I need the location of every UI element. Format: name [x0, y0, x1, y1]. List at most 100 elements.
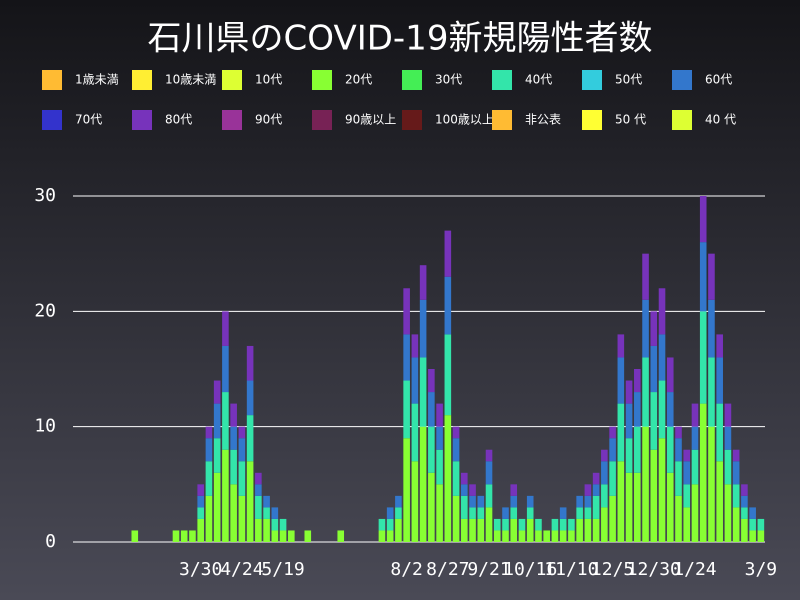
bar-segment: [271, 518, 279, 531]
bar-segment: [666, 426, 674, 473]
bar-segment: [518, 530, 526, 542]
bar-segment: [559, 518, 567, 531]
bar-segment: [592, 484, 600, 496]
bar-segment: [642, 299, 649, 358]
bar-segment: [452, 461, 460, 496]
bar-segment: [683, 449, 691, 462]
x-tick-label: 5/19: [261, 559, 304, 580]
bar-segment: [222, 345, 229, 393]
bar-segment: [452, 426, 460, 439]
bar-segment: [255, 518, 262, 542]
x-tick-label: 3/30: [179, 559, 222, 580]
bar-segment: [461, 518, 468, 542]
legend-label: 80代: [165, 113, 192, 127]
bar-segment: [699, 242, 707, 312]
bar-segment: [576, 507, 583, 519]
bar-segment: [551, 518, 559, 531]
bar-segment: [230, 403, 237, 427]
legend-swatch: [132, 110, 152, 130]
x-tick-label: 12/5: [591, 559, 634, 580]
bar-segment: [724, 403, 732, 427]
bar-segment: [691, 449, 699, 485]
bar-segment: [510, 507, 518, 519]
bar-segment: [642, 426, 649, 542]
bar-segment: [716, 403, 723, 462]
bar-segment: [666, 472, 674, 542]
y-tick-label: 30: [34, 185, 56, 206]
bar-segment: [576, 518, 583, 542]
bar-segment: [708, 299, 715, 358]
bar-segment: [197, 495, 204, 508]
legend-swatch: [672, 70, 692, 90]
legend-swatch: [312, 70, 332, 90]
bar-segment: [749, 507, 756, 519]
legend-swatch: [402, 110, 422, 130]
bar-segment: [419, 265, 427, 300]
bar-segment: [395, 507, 402, 519]
bar-segment: [658, 288, 666, 335]
bar-segment: [477, 518, 485, 542]
legend-label: 30代: [435, 73, 462, 87]
bar-segment: [131, 530, 139, 542]
bar-segment: [493, 518, 501, 531]
bar-segment: [691, 403, 699, 427]
bar-segment: [666, 392, 674, 427]
bar-segment: [584, 507, 592, 519]
bar-segment: [436, 426, 443, 450]
bar-segment: [378, 518, 386, 531]
legend-swatch: [492, 70, 512, 90]
bar-segment: [741, 495, 748, 508]
x-tick-label: 1/24: [673, 559, 716, 580]
bar-segment: [601, 484, 608, 508]
bar-segment: [699, 403, 707, 542]
bar-segment: [255, 484, 262, 496]
bar-segment: [485, 449, 493, 462]
bar-segment: [741, 484, 748, 496]
legend-label: 40代: [525, 73, 552, 87]
bar-segment: [477, 507, 485, 519]
bar-segment: [477, 495, 485, 508]
bar-segment: [461, 484, 468, 496]
bar-segment: [502, 507, 509, 519]
bar-segment: [732, 507, 740, 542]
bar-segment: [469, 484, 476, 496]
bar-segment: [650, 449, 658, 542]
legend-swatch: [132, 70, 152, 90]
bar-segment: [411, 461, 419, 542]
x-tick-label: 12/30: [627, 559, 681, 580]
bar-segment: [617, 334, 625, 358]
bar-segment: [699, 196, 707, 243]
bar-segment: [592, 472, 600, 485]
bar-segment: [263, 507, 270, 519]
bar-segment: [609, 495, 616, 542]
bar-segment: [708, 357, 715, 427]
legend-label: 40 代: [705, 113, 736, 127]
bar-segment: [634, 392, 641, 427]
bar-segment: [205, 461, 213, 496]
bar-segment: [683, 484, 691, 508]
bar-segment: [395, 495, 402, 508]
bar-segment: [197, 518, 204, 542]
bar-segment: [246, 461, 254, 542]
bar-segment: [485, 484, 493, 508]
bar-segment: [271, 530, 279, 542]
bar-segment: [386, 518, 394, 531]
x-tick-label: 4/24: [220, 559, 263, 580]
bar-segment: [732, 484, 740, 508]
bar-segment: [601, 449, 608, 462]
legend-swatch: [582, 110, 602, 130]
bar-segment: [568, 530, 575, 542]
bar-segment: [395, 518, 402, 542]
legend-swatch: [222, 70, 242, 90]
bar-segment: [263, 495, 270, 508]
bar-segment: [609, 426, 616, 439]
bar-segment: [584, 495, 592, 508]
bar-segment: [724, 484, 732, 542]
bar-segment: [378, 530, 386, 542]
legend-label: 10代: [255, 73, 282, 87]
legend-label: 70代: [75, 113, 102, 127]
bar-segment: [403, 288, 410, 335]
bar-segment: [428, 392, 435, 427]
bar-segment: [584, 518, 592, 542]
bar-segment: [428, 426, 435, 473]
